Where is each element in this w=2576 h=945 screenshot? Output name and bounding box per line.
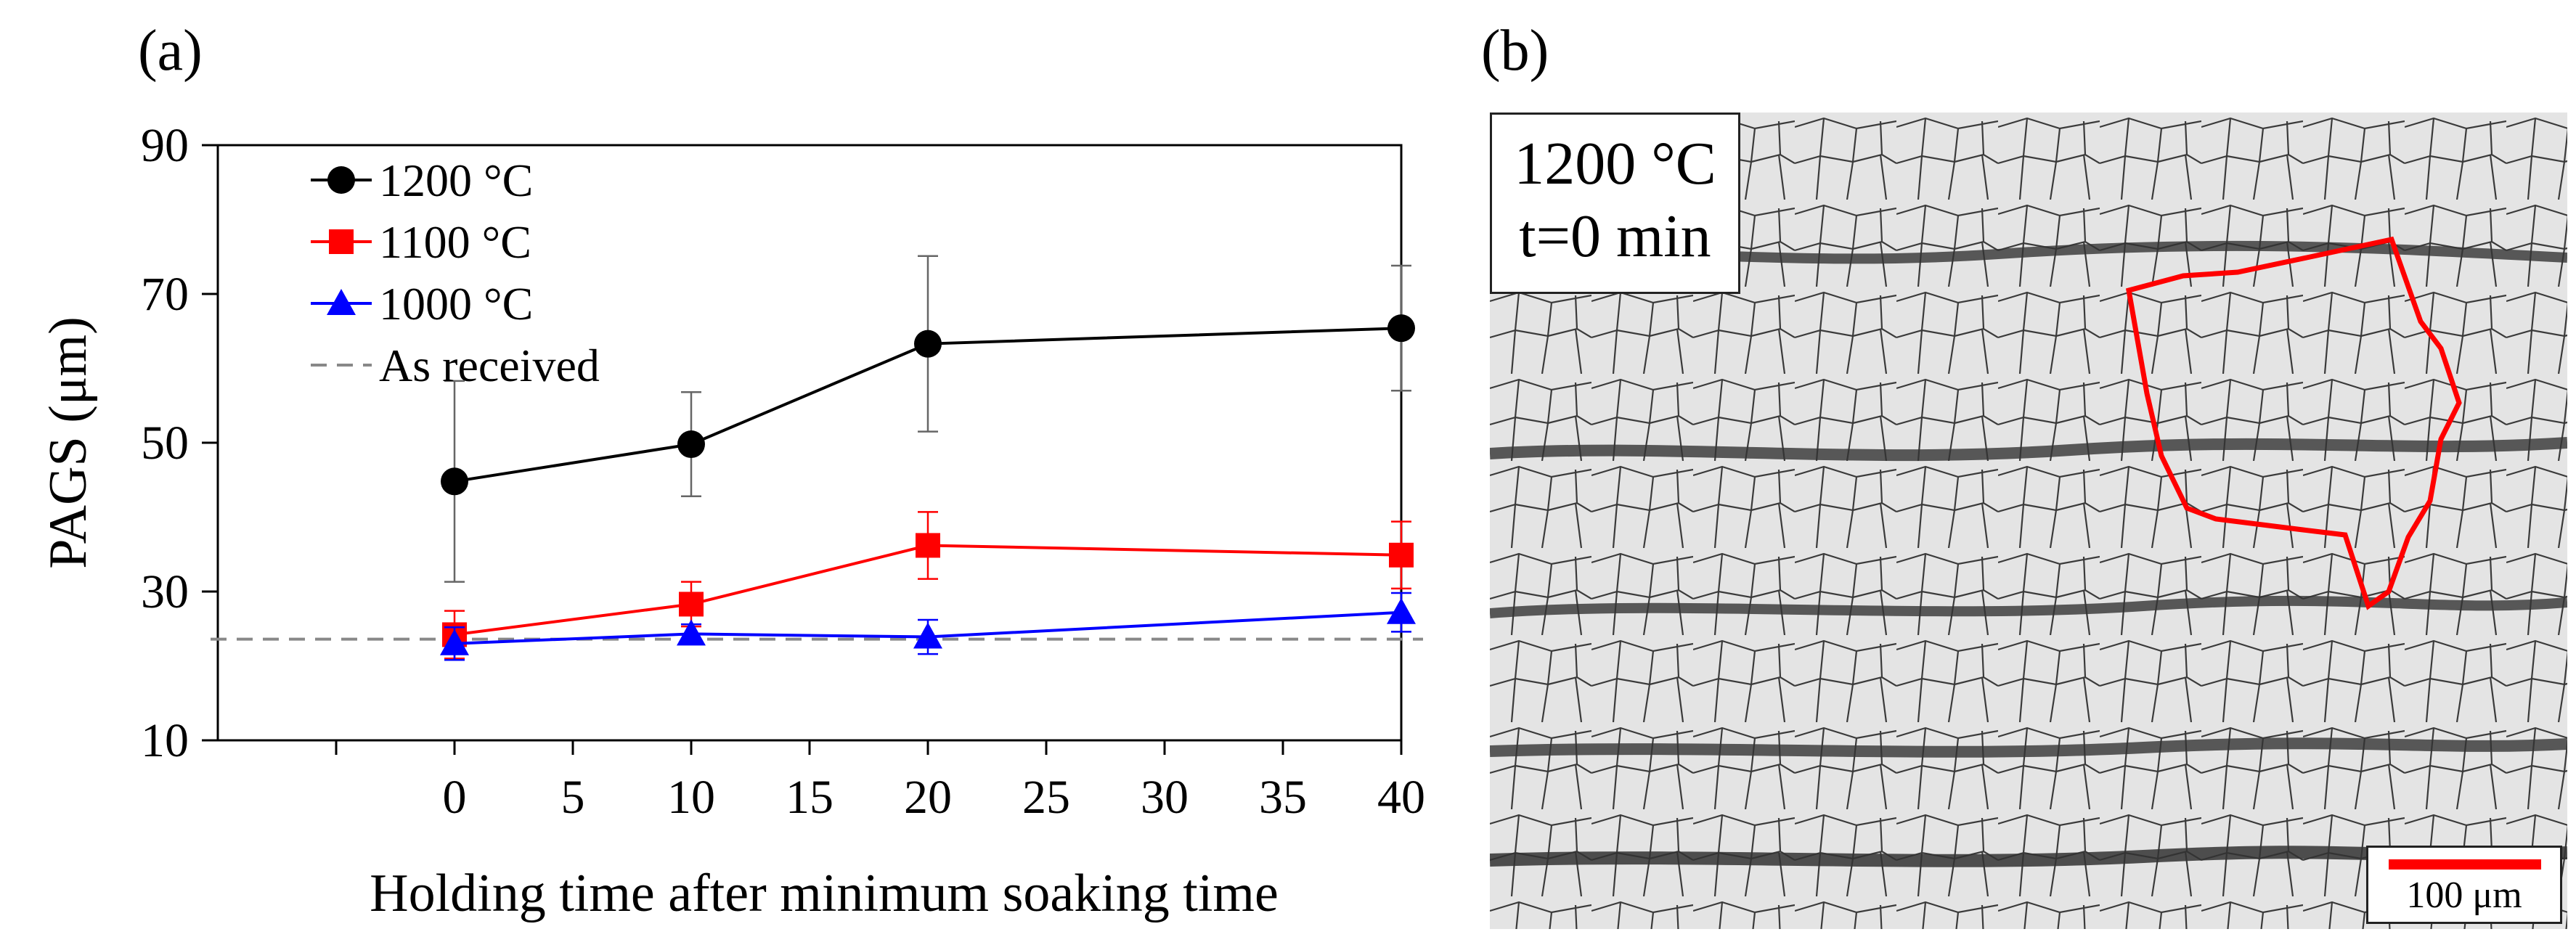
x-tick-label: 20 xyxy=(904,771,952,824)
data-point xyxy=(441,467,468,496)
legend-marker xyxy=(329,229,354,254)
y-tick-label: 10 xyxy=(141,714,189,767)
y-tick-label: 90 xyxy=(141,119,189,172)
data-point xyxy=(440,629,469,655)
scale-bar-box: 100 μm xyxy=(2366,846,2562,924)
legend-entry: As received xyxy=(379,340,600,391)
panel-a-label: (a) xyxy=(138,19,203,83)
y-tick-label: 30 xyxy=(141,565,189,618)
y-axis-title: PAGS (μm) xyxy=(38,316,98,568)
data-point xyxy=(1387,597,1416,624)
panel-b-label: (b) xyxy=(1481,19,1549,83)
series-group xyxy=(440,255,1416,661)
micrograph-panel: 1200 °C t=0 min 100 μm xyxy=(1490,112,2567,929)
y-tick-label: 50 xyxy=(141,417,189,470)
x-tick-label: 25 xyxy=(1022,771,1070,824)
x-tick-label: 40 xyxy=(1377,771,1425,824)
legend: 1200 °C 1100 °C 1000 °C As received xyxy=(311,155,600,391)
data-point xyxy=(916,533,940,558)
condition-time: t=0 min xyxy=(1519,202,1711,270)
condition-temperature: 1200 °C xyxy=(1514,130,1716,197)
series-triangle xyxy=(440,592,1416,661)
dark-band xyxy=(1490,437,2567,462)
y-tick-label: 70 xyxy=(141,268,189,321)
axes-group: 10 30 50 70 90 0 5 10 15 20 25 30 35 40 Holding time a… xyxy=(38,119,1425,923)
legend-marker xyxy=(327,289,356,315)
x-tick-label: 30 xyxy=(1141,771,1189,824)
dark-band xyxy=(1490,595,2567,618)
scale-bar-label: 100 μm xyxy=(2406,875,2522,916)
chart-svg: 10 30 50 70 90 0 5 10 15 20 25 30 35 40 Holding time a… xyxy=(38,119,1425,923)
scale-bar xyxy=(2389,859,2541,870)
legend-entry: 1200 °C xyxy=(379,155,533,206)
series-line xyxy=(454,610,1402,645)
legend-entry: 1100 °C xyxy=(379,216,531,268)
data-point xyxy=(677,619,706,646)
legend-marker xyxy=(327,166,355,194)
highlighted-grain-outline xyxy=(2125,236,2462,610)
data-point xyxy=(677,430,705,459)
data-point xyxy=(679,592,704,617)
dark-band xyxy=(1490,737,2567,758)
data-point xyxy=(1389,542,1414,568)
data-point xyxy=(1387,314,1415,343)
data-point xyxy=(914,330,942,358)
x-tick-label: 35 xyxy=(1259,771,1307,824)
x-tick-label: 0 xyxy=(443,771,467,824)
legend-entry: 1000 °C xyxy=(379,278,533,330)
x-tick-label: 10 xyxy=(667,771,715,824)
x-tick-label: 15 xyxy=(786,771,833,824)
series-line xyxy=(454,544,1402,637)
condition-label-box: 1200 °C t=0 min xyxy=(1490,112,1740,294)
series-circle xyxy=(441,255,1415,583)
series-square xyxy=(442,511,1414,660)
data-point xyxy=(913,622,942,649)
series-line xyxy=(454,327,1402,483)
x-axis-title: Holding time after minimum soaking time xyxy=(370,864,1279,923)
x-tick-label: 5 xyxy=(561,771,585,824)
